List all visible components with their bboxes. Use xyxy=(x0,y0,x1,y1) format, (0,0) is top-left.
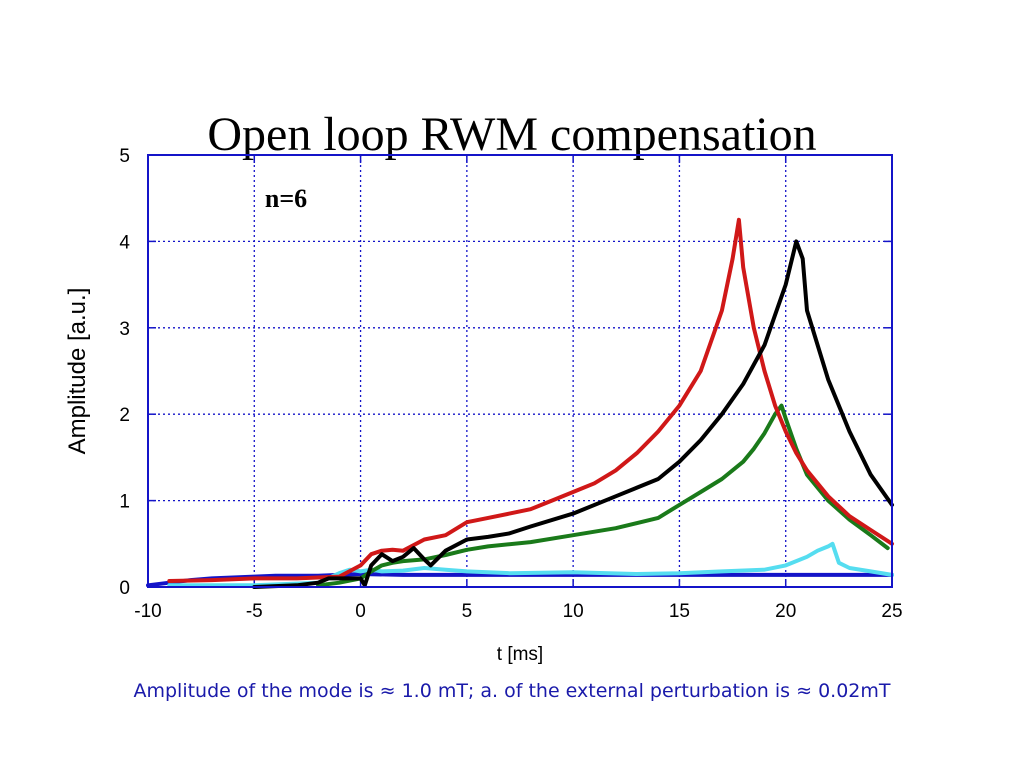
series-line-4 xyxy=(167,217,894,583)
plot-frame xyxy=(147,154,893,588)
tick-labels: -10 -5 0 5 10 15 20 25 0 1 2 3 4 5 xyxy=(119,146,902,622)
y-tick-label: 5 xyxy=(119,146,130,167)
x-tick-label: -10 xyxy=(134,601,161,622)
x-tick-label: 5 xyxy=(462,601,473,622)
y-axis-label: Amplitude [a.u.] xyxy=(64,288,91,455)
y-tick-label: 3 xyxy=(119,319,130,340)
x-tick-label: 25 xyxy=(881,601,902,622)
grid xyxy=(147,154,893,588)
slide-title: Open loop RWM compensation xyxy=(207,108,817,161)
y-tick-label: 2 xyxy=(119,405,130,426)
y-tick-label: 0 xyxy=(119,578,130,599)
x-tick-label: 0 xyxy=(355,601,366,622)
line-chart: -10 -5 0 5 10 15 20 25 0 1 2 3 4 5 n=6 Amplitude [a.u… xyxy=(64,146,903,665)
x-tick-label: 10 xyxy=(563,601,584,622)
series-line-5 xyxy=(252,239,894,589)
y-tick-label: 1 xyxy=(119,492,130,513)
y-tick-label: 4 xyxy=(119,232,130,253)
x-tick-label: 20 xyxy=(775,601,796,622)
x-tick-label: 15 xyxy=(669,601,690,622)
annotation-n6: n=6 xyxy=(265,184,307,213)
caption-text: Amplitude of the mode is ≈ 1.0 mT; a. of… xyxy=(133,680,891,702)
series-group xyxy=(146,217,894,589)
x-tick-label: -5 xyxy=(246,601,263,622)
x-axis-label: t [ms] xyxy=(497,644,543,665)
